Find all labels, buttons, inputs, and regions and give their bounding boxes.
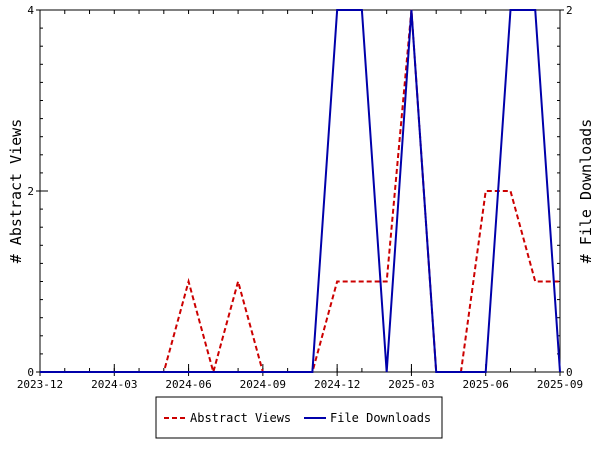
x-tick-label: 2024-03 [91, 378, 137, 391]
minor-ticks [39, 9, 561, 373]
legend: Abstract Views File Downloads [155, 396, 443, 439]
x-tick-label: 2023-12 [17, 378, 63, 391]
x-tick-label: 2024-09 [240, 378, 286, 391]
y-tick-label: 2 [27, 185, 34, 198]
y2-tick-label: 2 [566, 4, 573, 17]
legend-box [155, 396, 443, 439]
legend-label-abstract-views: Abstract Views [190, 411, 291, 425]
x-tick-label: 2025-09 [537, 378, 583, 391]
x-tick-label: 2024-12 [314, 378, 360, 391]
x-axis-ticks: 2023-12 2024-03 2024-06 2024-09 2024-12 2025-… [17, 364, 583, 391]
y2-axis-label: # File Downloads [577, 119, 595, 264]
plot-border [39, 9, 561, 373]
x-tick-label: 2024-06 [165, 378, 211, 391]
plot-area [39, 9, 561, 373]
y-axis-label: # Abstract Views [7, 119, 25, 264]
y-tick-label: 4 [27, 4, 34, 17]
y2-axis-ticks: 02 [552, 4, 573, 379]
series-layer [40, 9, 561, 376]
x-tick-label: 2025-06 [463, 378, 509, 391]
series-line-file-downloads [40, 9, 561, 373]
y-tick-label: 0 [27, 366, 34, 379]
series-line-abstract-views [40, 9, 560, 376]
legend-label-file-downloads: File Downloads [330, 411, 431, 425]
y-axis-ticks: 0 2 4 [27, 4, 48, 379]
y2-tick-label: 0 [566, 366, 573, 379]
x-tick-label: 2025-03 [388, 378, 434, 391]
